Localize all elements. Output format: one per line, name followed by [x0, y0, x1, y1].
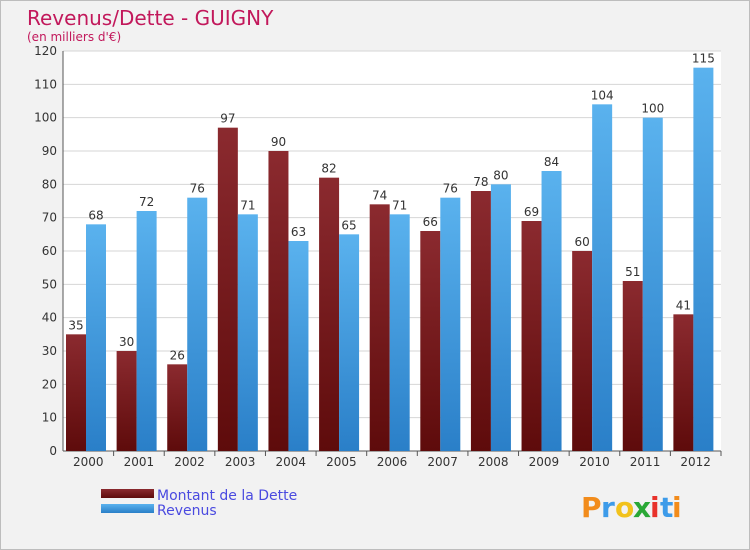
x-tick-label: 2010	[579, 455, 610, 469]
bar-dette	[673, 314, 694, 451]
y-tick-label: 60	[42, 244, 57, 258]
data-label-dette: 35	[68, 318, 83, 332]
legend-label-debt: Montant de la Dette	[157, 488, 297, 504]
legend: Montant de la Dette Revenus	[101, 488, 297, 519]
y-tick-label: 40	[42, 311, 57, 325]
data-label-dette: 82	[321, 162, 336, 176]
y-tick-label: 50	[42, 277, 57, 291]
logo-letter: i	[650, 491, 660, 524]
x-tick-label: 2006	[377, 455, 408, 469]
data-label-revenus: 104	[591, 88, 614, 102]
bar-dette	[470, 191, 491, 451]
x-tick-label: 2008	[478, 455, 509, 469]
label-layer: 35 68 30 72 26 76 97 71 90 63 82 65 74 71 66 76 78 80 69 84…	[68, 52, 714, 363]
data-label-dette: 26	[170, 348, 185, 362]
x-tick-label: 2004	[275, 455, 306, 469]
x-tick-label: 2003	[225, 455, 256, 469]
y-tick-label: 0	[49, 444, 57, 458]
bar-dette	[521, 221, 542, 451]
data-label-dette: 66	[423, 215, 438, 229]
bar-dette	[217, 127, 238, 452]
chart-subtitle: (en milliers d'€)	[27, 30, 121, 44]
x-tick-label: 2012	[680, 455, 711, 469]
data-label-dette: 78	[473, 175, 488, 189]
y-tick-label: 10	[42, 411, 57, 425]
x-tick-label: 2011	[630, 455, 661, 469]
bar-dette	[572, 251, 593, 451]
data-label-revenus: 71	[392, 198, 407, 212]
data-label-dette: 97	[220, 112, 235, 126]
bar-revenus	[339, 234, 360, 451]
bar-revenus	[642, 117, 663, 452]
bar-dette	[319, 177, 340, 451]
y-tick-label: 20	[42, 377, 57, 391]
y-tick-label: 90	[42, 144, 57, 158]
data-label-dette: 41	[676, 298, 691, 312]
logo-letter: P	[581, 491, 602, 524]
bar-dette	[369, 204, 390, 451]
y-tick-label: 120	[34, 44, 57, 58]
bar-dette	[167, 364, 188, 451]
data-label-dette: 30	[119, 335, 134, 349]
bar-dette	[66, 334, 86, 451]
bar-dette	[622, 281, 643, 451]
logo-letter: x	[633, 491, 651, 524]
chart-title: Revenus/Dette - GUIGNY	[27, 6, 274, 30]
data-label-dette: 60	[575, 235, 590, 249]
bar-revenus	[136, 211, 157, 451]
bar-revenus	[440, 197, 461, 451]
data-label-revenus: 100	[641, 102, 664, 116]
x-tick-label: 2000	[73, 455, 104, 469]
x-tick-label: 2007	[427, 455, 458, 469]
data-label-dette: 69	[524, 205, 539, 219]
legend-label-revenus: Revenus	[157, 503, 217, 519]
data-label-revenus: 68	[88, 208, 103, 222]
data-label-revenus: 115	[692, 52, 715, 66]
data-label-dette: 74	[372, 188, 387, 202]
logo-letter: t	[660, 491, 673, 524]
data-label-dette: 90	[271, 135, 286, 149]
logo-letter: o	[615, 491, 634, 524]
bar-revenus	[187, 197, 208, 451]
data-label-revenus: 76	[443, 182, 458, 196]
data-label-revenus: 65	[341, 218, 356, 232]
bar-revenus	[86, 224, 106, 451]
bar-dette	[268, 151, 289, 451]
data-label-revenus: 84	[544, 155, 559, 169]
bar-dette	[116, 351, 137, 451]
legend-swatch-revenus	[101, 504, 154, 513]
y-tick-label: 30	[42, 344, 57, 358]
y-tick-label: 110	[34, 77, 57, 91]
bar-revenus	[237, 214, 258, 451]
legend-swatch-debt	[101, 489, 154, 498]
data-label-revenus: 71	[240, 198, 255, 212]
bar-revenus	[490, 184, 511, 452]
bar-dette	[420, 231, 441, 451]
data-label-revenus: 63	[291, 225, 306, 239]
y-tick-label: 80	[42, 177, 57, 191]
logo-letter: i	[672, 491, 682, 524]
y-tick-label: 100	[34, 111, 57, 125]
data-label-revenus: 80	[493, 168, 508, 182]
logo-letter: r	[601, 491, 615, 524]
data-label-dette: 51	[625, 265, 640, 279]
x-tick-label: 2002	[174, 455, 205, 469]
y-tick-label: 70	[42, 211, 57, 225]
bar-revenus	[693, 67, 714, 452]
bar-revenus	[541, 171, 562, 451]
x-tick-label: 2001	[124, 455, 155, 469]
x-tick-label: 2009	[529, 455, 560, 469]
x-tick-label: 2005	[326, 455, 357, 469]
bar-layer	[66, 67, 714, 452]
bar-revenus	[592, 104, 613, 451]
bar-revenus	[288, 241, 309, 451]
bar-revenus	[389, 214, 410, 451]
data-label-revenus: 76	[190, 182, 205, 196]
data-label-revenus: 72	[139, 195, 154, 209]
